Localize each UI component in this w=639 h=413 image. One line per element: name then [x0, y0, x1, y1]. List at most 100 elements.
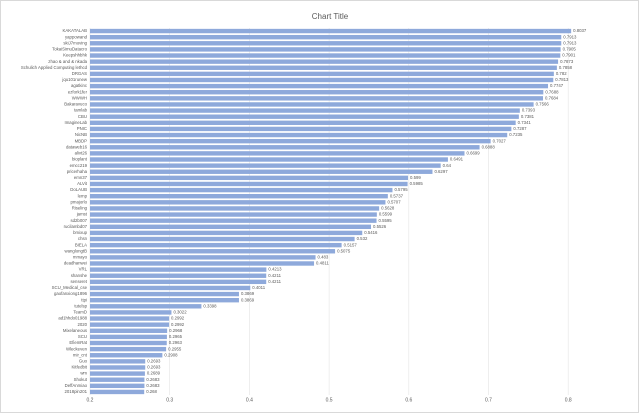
value-label: 0.5416 — [364, 230, 378, 235]
y-tick-label: jqu101runew — [61, 77, 88, 82]
y-tick-label: tutelsp — [74, 303, 87, 308]
y-tick-label: rucilambd07 — [64, 224, 88, 229]
value-label: 0.483 — [318, 255, 329, 260]
bar — [90, 132, 508, 138]
bar — [90, 218, 377, 223]
y-tick-label: SCU_Medical_cse — [52, 285, 88, 290]
y-tick-label: 2020 — [77, 322, 87, 327]
bar — [90, 47, 561, 52]
value-label: 0.5707 — [387, 199, 401, 204]
bar — [90, 316, 170, 321]
value-label: 0.7913 — [563, 40, 577, 45]
bar — [90, 242, 342, 248]
y-tick-label: deadhanwei — [64, 261, 87, 266]
value-label: 0.6699 — [467, 151, 481, 156]
value-label: 0.3398 — [203, 303, 217, 308]
value-label: 0.2955 — [168, 346, 182, 351]
value-label: 0.5157 — [344, 242, 358, 247]
y-tick-label: emcc219 — [70, 163, 88, 168]
value-label: 0.5075 — [337, 248, 351, 253]
value-label: 0.5795 — [394, 187, 408, 192]
y-tick-label: senseret — [71, 279, 88, 284]
bar — [90, 90, 544, 95]
value-label: 0.5595 — [379, 218, 393, 223]
value-label: 0.5599 — [379, 212, 393, 217]
y-tick-label: mmayo — [73, 255, 88, 260]
bar — [90, 41, 562, 46]
y-tick-label: Bakaravuco — [64, 102, 87, 107]
y-tick-label: SCU — [78, 334, 87, 339]
y-tick-label: CBU — [78, 114, 87, 119]
value-label: 0.3022 — [173, 310, 187, 315]
bar — [90, 310, 172, 315]
value-label: 0.5628 — [381, 206, 395, 211]
y-tick-label: yappowand — [65, 34, 88, 39]
bar — [90, 291, 239, 297]
chart-title: Chart Title — [312, 12, 349, 21]
y-tick-label: jamst — [76, 212, 88, 217]
value-label: 0.7873 — [560, 59, 574, 64]
value-label: 0.7905 — [563, 47, 577, 52]
y-tick-label: bmixup — [73, 230, 87, 235]
value-label: 0.2963 — [169, 340, 183, 345]
bar — [90, 340, 167, 346]
y-tick-label: DeffAnmiao — [65, 383, 88, 388]
bar — [90, 126, 512, 132]
bar — [90, 267, 267, 272]
y-tick-label: pricerhaha — [67, 169, 88, 174]
y-tick-label: EfiemRat — [69, 340, 87, 345]
value-label: 0.4211 — [268, 279, 281, 284]
y-tick-label: wm — [80, 371, 87, 376]
y-tick-label: PNIC — [77, 126, 87, 131]
bar — [90, 151, 465, 156]
value-label: 0.2693 — [147, 365, 161, 370]
y-tick-label: alivt26 — [75, 151, 88, 156]
bar — [90, 224, 372, 229]
y-tick-label: Riseling — [72, 206, 88, 211]
y-tick-label: Kitfedbit — [71, 365, 87, 370]
bar — [90, 114, 519, 119]
bar — [90, 34, 562, 40]
value-label: 0.6297 — [434, 169, 448, 174]
y-tick-label: 2018pin201 — [65, 389, 88, 394]
y-tick-label: wanglongtB — [65, 248, 88, 253]
x-tick-label: 0.6 — [405, 397, 412, 403]
bar — [90, 59, 559, 64]
bar — [90, 83, 549, 89]
x-tick-label: 0.8 — [565, 397, 572, 403]
bar — [90, 304, 202, 309]
bar — [90, 28, 572, 34]
y-tick-label: TokaiSimuDatacro — [52, 47, 87, 52]
value-label: 0.2968 — [169, 328, 183, 333]
bar — [90, 71, 554, 77]
bar — [90, 175, 408, 181]
value-label: 0.599 — [410, 175, 421, 180]
bar — [90, 383, 145, 389]
bar — [90, 77, 554, 83]
y-tick-label: emn37 — [74, 175, 88, 180]
bar — [90, 255, 316, 260]
x-tick-label: 0.3 — [166, 397, 173, 403]
bar — [90, 236, 355, 242]
value-label: 0.4011 — [252, 285, 265, 290]
bar — [90, 194, 388, 199]
x-tick-label: 0.7 — [485, 397, 492, 403]
value-label: 0.8037 — [573, 28, 587, 33]
bar — [90, 377, 145, 382]
bar — [90, 163, 441, 168]
value-label: 0.7813 — [555, 77, 569, 82]
bar — [90, 169, 433, 174]
y-tick-label: MBDP — [75, 138, 88, 143]
y-tick-label: lemp — [78, 193, 88, 198]
y-tick-label: dataweb16 — [66, 144, 88, 149]
y-tick-label: BIELA — [75, 242, 87, 247]
y-tick-label: chsn — [78, 236, 88, 241]
y-tick-label: shanshe — [71, 273, 88, 278]
value-label: 0.7393 — [522, 108, 536, 113]
value-label: 0.2683 — [146, 377, 160, 382]
y-tick-label: WWWH — [72, 95, 87, 100]
value-label: 0.2689 — [147, 371, 161, 376]
value-label: 0.7027 — [493, 138, 507, 143]
bar — [90, 261, 315, 266]
